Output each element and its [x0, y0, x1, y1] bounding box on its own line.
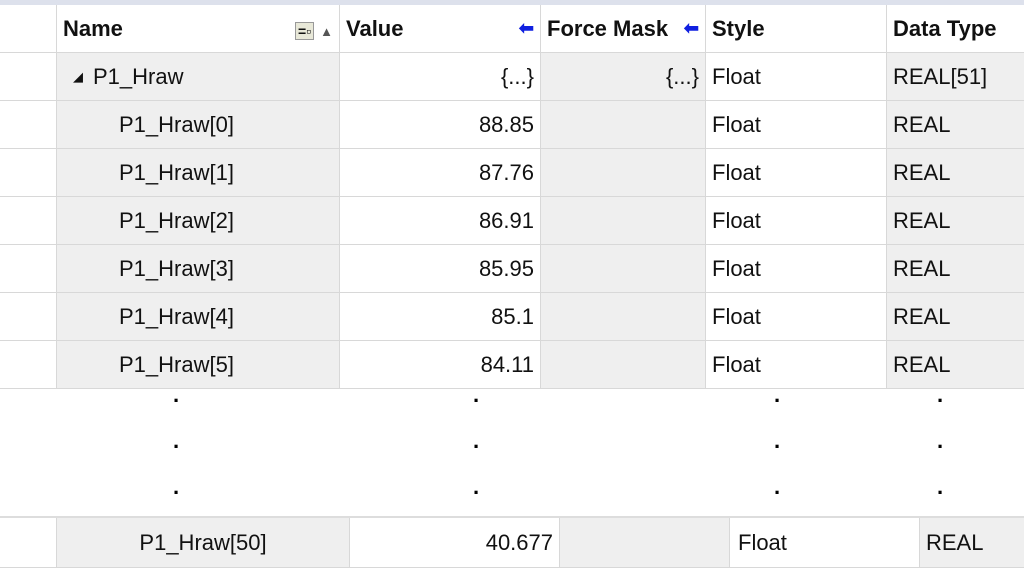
force-mask-cell[interactable]: [560, 518, 730, 567]
column-header-force-mask[interactable]: Force Mask ⬅: [541, 5, 706, 52]
force-mask-cell[interactable]: [541, 101, 706, 148]
data-type-cell: REAL: [920, 518, 1024, 567]
table-row[interactable]: P1_Hraw[1] 87.76 Float REAL: [0, 149, 1024, 197]
style-cell[interactable]: Float: [706, 53, 887, 100]
name-cell[interactable]: P1_Hraw[3]: [57, 245, 340, 292]
tag-table-top: Name =▫ ▲ Value ⬅ Force Mask ⬅ Style Data Ty…: [0, 0, 1024, 389]
value-cell[interactable]: 88.85: [340, 101, 541, 148]
ellipsis-dots: ...: [473, 382, 480, 499]
value-cell[interactable]: {...}: [340, 53, 541, 100]
column-header-data-type[interactable]: Data Type: [887, 5, 1024, 52]
column-header-style[interactable]: Style: [706, 5, 887, 52]
row-header: [0, 518, 57, 567]
sort-ascending-icon: ▲: [320, 23, 333, 39]
row-header: [0, 53, 57, 100]
table-row-parent[interactable]: ◢ P1_Hraw {...} {...} Float REAL[51]: [0, 53, 1024, 101]
row-header: [0, 101, 57, 148]
name-cell[interactable]: P1_Hraw[4]: [57, 293, 340, 340]
ellipsis-dots: ...: [774, 382, 781, 499]
force-mask-cell[interactable]: [541, 293, 706, 340]
value-cell[interactable]: 40.677: [350, 518, 560, 567]
left-arrow-icon: ⬅: [518, 18, 534, 38]
data-type-cell: REAL[51]: [887, 53, 1024, 100]
ellipsis-dots: ...: [173, 382, 180, 499]
style-cell[interactable]: Float: [706, 293, 887, 340]
row-header: [0, 197, 57, 244]
row-header: [0, 245, 57, 292]
column-chooser-icon[interactable]: =▫: [294, 21, 315, 40]
column-header-name[interactable]: Name =▫ ▲: [57, 5, 340, 52]
name-cell[interactable]: P1_Hraw[0]: [57, 101, 340, 148]
data-type-cell: REAL: [887, 101, 1024, 148]
value-cell[interactable]: 84.11: [340, 341, 541, 388]
name-cell[interactable]: P1_Hraw[5]: [57, 341, 340, 388]
data-type-cell: REAL: [887, 197, 1024, 244]
row-header: [0, 149, 57, 196]
row-header-corner: [0, 5, 57, 52]
value-cell[interactable]: 85.1: [340, 293, 541, 340]
table-row[interactable]: P1_Hraw[4] 85.1 Float REAL: [0, 293, 1024, 341]
style-cell[interactable]: Float: [706, 197, 887, 244]
style-cell[interactable]: Float: [706, 341, 887, 388]
style-cell[interactable]: Float: [730, 518, 920, 567]
value-cell[interactable]: 87.76: [340, 149, 541, 196]
table-header: Name =▫ ▲ Value ⬅ Force Mask ⬅ Style Data Ty…: [0, 5, 1024, 53]
ellipsis-dots: ...: [937, 382, 944, 499]
column-header-value[interactable]: Value ⬅: [340, 5, 541, 52]
force-mask-cell[interactable]: [541, 149, 706, 196]
style-cell[interactable]: Float: [706, 149, 887, 196]
row-header: [0, 341, 57, 388]
force-mask-cell[interactable]: {...}: [541, 53, 706, 100]
force-mask-cell[interactable]: [541, 197, 706, 244]
data-type-cell: REAL: [887, 293, 1024, 340]
data-type-cell: REAL: [887, 149, 1024, 196]
style-cell[interactable]: Float: [706, 245, 887, 292]
collapse-triangle-icon[interactable]: ◢: [73, 68, 83, 84]
data-type-cell: REAL: [887, 245, 1024, 292]
table-row[interactable]: P1_Hraw[0] 88.85 Float REAL: [0, 101, 1024, 149]
row-header: [0, 293, 57, 340]
table-row-last[interactable]: P1_Hraw[50] 40.677 Float REAL: [0, 516, 1024, 568]
force-mask-cell[interactable]: [541, 245, 706, 292]
name-cell[interactable]: P1_Hraw[2]: [57, 197, 340, 244]
value-cell[interactable]: 85.95: [340, 245, 541, 292]
table-row[interactable]: P1_Hraw[5] 84.11 Float REAL: [0, 341, 1024, 389]
name-cell[interactable]: ◢ P1_Hraw: [57, 53, 340, 100]
table-row[interactable]: P1_Hraw[2] 86.91 Float REAL: [0, 197, 1024, 245]
table-row[interactable]: P1_Hraw[3] 85.95 Float REAL: [0, 245, 1024, 293]
force-mask-cell[interactable]: [541, 341, 706, 388]
left-arrow-icon: ⬅: [683, 18, 699, 38]
data-type-cell: REAL: [887, 341, 1024, 388]
style-cell[interactable]: Float: [706, 101, 887, 148]
value-cell[interactable]: 86.91: [340, 197, 541, 244]
name-cell[interactable]: P1_Hraw[1]: [57, 149, 340, 196]
name-cell[interactable]: P1_Hraw[50]: [57, 518, 350, 567]
